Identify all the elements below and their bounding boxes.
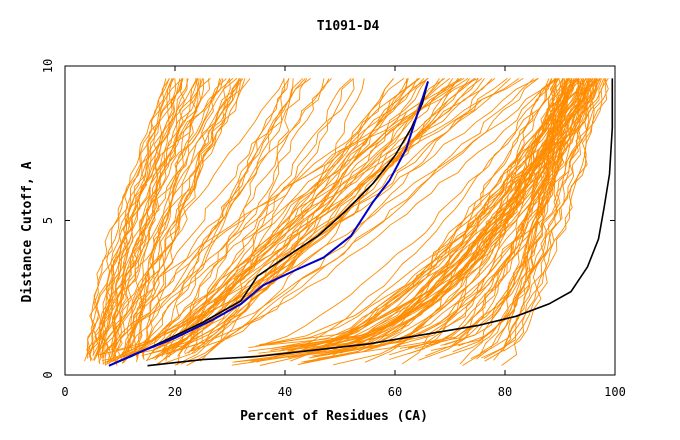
model-curve xyxy=(122,78,242,364)
model-curve xyxy=(272,78,577,349)
model-curve xyxy=(288,78,564,354)
model-curve xyxy=(102,78,355,364)
model-curve xyxy=(250,78,556,362)
y-tick-label: 5 xyxy=(41,217,55,224)
model-curve xyxy=(112,78,465,362)
model-curve xyxy=(93,78,175,356)
model-curve xyxy=(257,78,597,347)
x-tick-label: 80 xyxy=(498,385,512,399)
model-curve xyxy=(154,78,394,361)
model-curve xyxy=(190,78,496,352)
model-curve xyxy=(93,78,183,361)
model-curve xyxy=(148,78,460,355)
x-axis: 0 20 40 60 80 100 xyxy=(61,66,626,399)
model-curve xyxy=(84,78,198,362)
model-curve xyxy=(317,78,598,359)
model-curve xyxy=(98,78,242,363)
model-curve xyxy=(332,78,575,356)
x-axis-label: Percent of Residues (CA) xyxy=(240,409,428,424)
model-curve xyxy=(102,78,210,365)
model-curve xyxy=(122,78,202,360)
model-curve xyxy=(333,78,552,349)
model-curve xyxy=(177,78,493,357)
model-curve xyxy=(161,78,462,357)
model-curve xyxy=(499,78,559,351)
model-curve xyxy=(116,78,311,362)
model-curve xyxy=(399,78,598,349)
model-curve xyxy=(396,78,560,346)
model-curve xyxy=(118,78,304,358)
model-curve xyxy=(138,78,330,350)
y-axis: 0 5 10 xyxy=(41,59,615,379)
model-curve xyxy=(188,78,421,354)
model-curve xyxy=(111,78,240,355)
model-curve xyxy=(256,78,564,347)
model-curve xyxy=(122,78,475,356)
model-curve xyxy=(153,78,308,353)
model-curve xyxy=(304,78,597,363)
x-tick-label: 40 xyxy=(278,385,292,399)
model-curve xyxy=(121,78,200,364)
x-tick-label: 0 xyxy=(61,385,68,399)
model-curve xyxy=(258,78,581,354)
model-curve xyxy=(184,78,429,349)
model-curve xyxy=(86,78,240,355)
model-curve xyxy=(180,78,535,365)
plot-area xyxy=(64,65,616,376)
model-curve xyxy=(289,78,579,362)
model-curve xyxy=(135,78,290,349)
model-curve xyxy=(248,78,581,349)
background-model-curves xyxy=(84,77,609,367)
model-curve xyxy=(200,78,365,362)
model-curve xyxy=(256,78,557,363)
model-curve xyxy=(99,78,238,356)
model-curve xyxy=(102,78,285,359)
x-tick-label: 60 xyxy=(388,385,402,399)
y-tick-label: 10 xyxy=(41,59,55,73)
model-curve xyxy=(189,78,355,352)
x-tick-label: 20 xyxy=(168,385,182,399)
model-curve xyxy=(163,78,290,353)
model-curve xyxy=(125,78,428,354)
model-curve xyxy=(165,78,325,362)
model-curve xyxy=(111,78,171,361)
model-curve xyxy=(158,78,425,349)
highlight-curves xyxy=(108,78,614,367)
model-curve xyxy=(101,78,167,366)
model-curve xyxy=(106,78,246,363)
model-curve xyxy=(110,78,199,357)
model-curve xyxy=(186,78,470,367)
model-curve xyxy=(141,78,539,357)
model-curve xyxy=(457,78,590,347)
model-curve xyxy=(110,78,459,351)
chart-title: T1091-D4 xyxy=(317,19,380,34)
model-curve xyxy=(93,78,174,361)
model-curve xyxy=(297,78,598,365)
black-curve-0 xyxy=(108,81,429,367)
model-curve xyxy=(242,78,588,358)
blue-curve-1 xyxy=(108,81,429,367)
black-curve-2 xyxy=(147,78,614,367)
model-curve xyxy=(87,78,234,362)
model-curve xyxy=(122,78,332,356)
model-curve xyxy=(414,78,566,350)
model-curve xyxy=(104,78,418,363)
model-curve xyxy=(297,78,596,352)
y-tick-label: 0 xyxy=(41,371,55,378)
model-curve xyxy=(156,77,539,365)
model-curve xyxy=(95,78,199,357)
model-curve xyxy=(177,78,450,366)
model-curve xyxy=(393,78,596,348)
x-tick-label: 100 xyxy=(604,385,626,399)
model-curve xyxy=(274,78,553,358)
y-axis-label: Distance Cutoff, A xyxy=(20,161,35,302)
model-curve xyxy=(440,78,573,346)
model-curve xyxy=(142,78,230,359)
